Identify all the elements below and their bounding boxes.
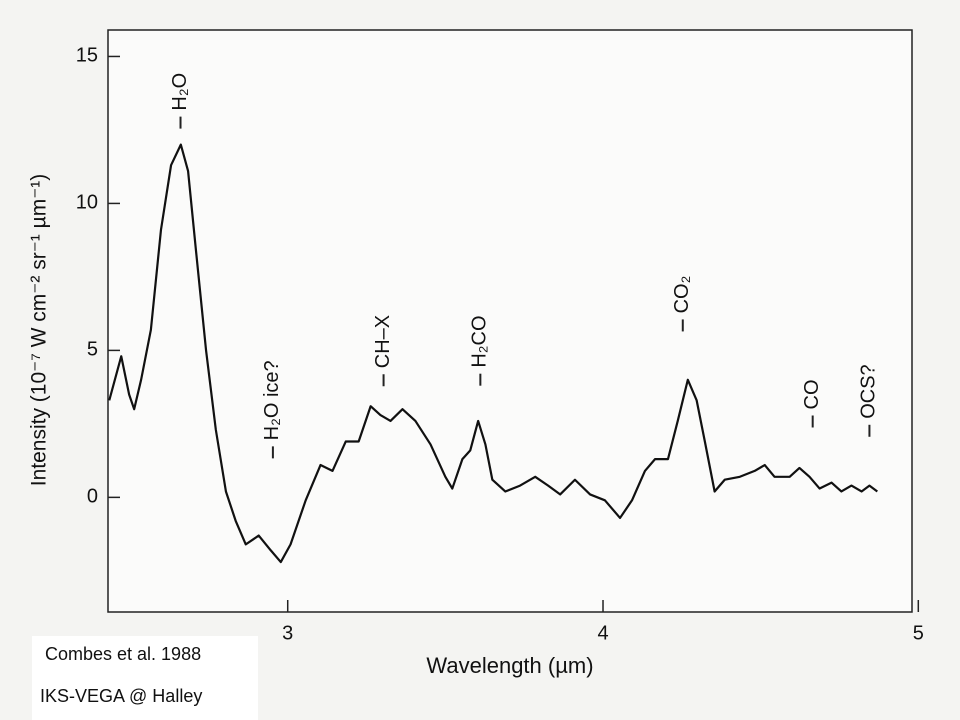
annotation: H₂O ice?: [261, 360, 283, 440]
spectrum-line: [108, 143, 878, 564]
y-tick-label: 0: [87, 486, 98, 508]
x-axis-label: Wavelength (µm): [426, 653, 593, 678]
plot-frame: [107, 29, 913, 613]
y-tick-label: 5: [87, 339, 98, 361]
y-tick-label: 15: [76, 45, 98, 67]
annotation: H₂CO: [469, 315, 491, 367]
x-tick-label: 3: [282, 622, 293, 644]
note: IKS-VEGA @ Halley: [40, 686, 202, 706]
annotation: H₂O: [169, 73, 191, 111]
y-axis-label: Intensity (10⁻⁷ W cm⁻² sr⁻¹ µm⁻¹): [28, 174, 51, 487]
annotation: OCS?: [858, 364, 880, 418]
note: Combes et al. 1988: [45, 644, 201, 664]
x-tick-label: 4: [597, 622, 608, 644]
annotation: CO₂: [671, 276, 693, 314]
annotation: CH–X: [372, 315, 394, 368]
annotation: CO: [801, 379, 823, 409]
note-box: [32, 636, 258, 720]
y-tick-label: 10: [76, 192, 98, 214]
x-tick-label: 5: [913, 622, 924, 644]
